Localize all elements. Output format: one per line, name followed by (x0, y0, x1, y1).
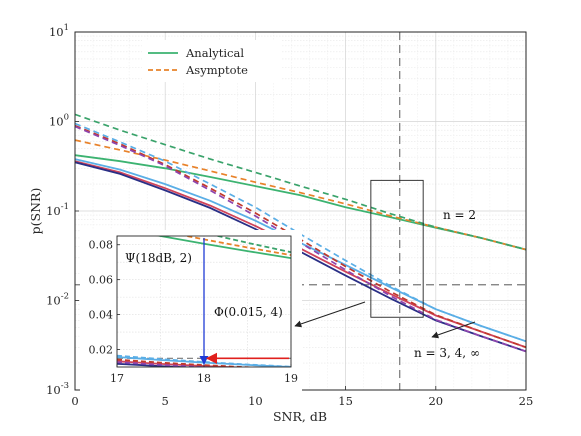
x-tick-label: 20 (428, 394, 443, 408)
y-tick-label: 10-3 (46, 381, 69, 397)
x-tick-label: 0 (71, 394, 78, 408)
annotation-n2: n = 2 (443, 208, 476, 222)
y-tick-label: 10-1 (46, 202, 69, 218)
legend-box (142, 40, 282, 82)
annotation-psi: Ψ(18dB, 2) (125, 251, 192, 265)
curves-pointer-arrow (431, 321, 476, 339)
inset-x-tick-label: 17 (110, 372, 124, 385)
main-ticks: 0 5 10 15 20 25 101 100 10-1 10-2 10-3 (46, 23, 533, 408)
zoom-pointer-arrow (294, 301, 366, 328)
x-tick-label: 15 (338, 394, 353, 408)
series-asymptote-n2 (75, 113, 526, 251)
y-tick-label: 101 (49, 23, 69, 39)
series-asymptote-n2 (75, 139, 526, 251)
x-tick-label: 5 (162, 394, 169, 408)
legend: Analytical Asymptote (142, 40, 282, 82)
x-axis-label: SNR, dB (273, 409, 327, 424)
zoom-region-box (370, 179, 424, 318)
x-tick-label: 10 (248, 394, 263, 408)
inset-y-tick-label: 0.02 (89, 344, 114, 357)
annotations: n = 2 n = 3, 4, ∞ Ψ(18dB, 2) Φ(0.015, 4) (125, 208, 480, 360)
inset-series-analytical-n∞ (117, 362, 200, 367)
inset-x-tick-label: 19 (284, 372, 298, 385)
y-axis-label: p(SNR) (28, 188, 43, 235)
annotation-n3-4-inf: n = 3, 4, ∞ (414, 346, 480, 360)
y-tick-label: 100 (49, 113, 69, 129)
zoom-box (370, 179, 424, 318)
inset-series-asymptote-n3 (117, 354, 291, 367)
inset-plot: 17 18 19 0.08 0.06 0.04 0.02 (80, 230, 302, 391)
legend-label: Asymptote (185, 63, 248, 77)
y-tick-label: 10-2 (46, 292, 69, 308)
inset-y-tick-label: 0.04 (89, 309, 114, 322)
annotation-phi: Φ(0.015, 4) (214, 305, 283, 319)
x-tick-label: 25 (519, 394, 534, 408)
inset-y-tick-label: 0.06 (89, 274, 114, 287)
inset-y-tick-label: 0.08 (89, 239, 114, 252)
legend-label: Analytical (185, 46, 244, 60)
inset-x-tick-label: 18 (197, 372, 211, 385)
